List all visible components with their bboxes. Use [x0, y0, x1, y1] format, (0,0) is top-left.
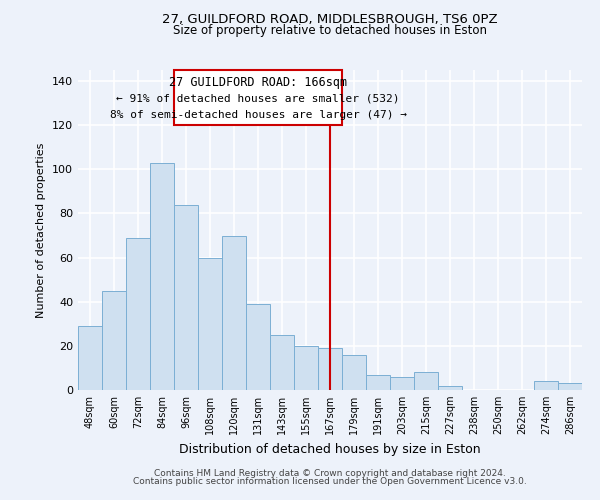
- Bar: [366, 374, 390, 390]
- Text: 27, GUILDFORD ROAD, MIDDLESBROUGH, TS6 0PZ: 27, GUILDFORD ROAD, MIDDLESBROUGH, TS6 0…: [162, 12, 498, 26]
- Bar: [438, 386, 462, 390]
- Bar: [270, 335, 294, 390]
- Bar: [318, 348, 342, 390]
- Bar: [390, 377, 414, 390]
- Text: Contains public sector information licensed under the Open Government Licence v3: Contains public sector information licen…: [133, 477, 527, 486]
- Bar: [102, 290, 126, 390]
- Bar: [414, 372, 438, 390]
- Bar: [534, 381, 558, 390]
- Bar: [558, 384, 582, 390]
- Text: 27 GUILDFORD ROAD: 166sqm: 27 GUILDFORD ROAD: 166sqm: [169, 76, 347, 88]
- FancyBboxPatch shape: [174, 70, 342, 125]
- Bar: [174, 204, 198, 390]
- Bar: [126, 238, 150, 390]
- Bar: [222, 236, 246, 390]
- Text: Contains HM Land Registry data © Crown copyright and database right 2024.: Contains HM Land Registry data © Crown c…: [154, 468, 506, 477]
- Text: ← 91% of detached houses are smaller (532): ← 91% of detached houses are smaller (53…: [116, 94, 400, 104]
- Bar: [294, 346, 318, 390]
- X-axis label: Distribution of detached houses by size in Eston: Distribution of detached houses by size …: [179, 442, 481, 456]
- Text: Size of property relative to detached houses in Eston: Size of property relative to detached ho…: [173, 24, 487, 37]
- Bar: [246, 304, 270, 390]
- Bar: [198, 258, 222, 390]
- Bar: [78, 326, 102, 390]
- Text: 8% of semi-detached houses are larger (47) →: 8% of semi-detached houses are larger (4…: [110, 110, 407, 120]
- Y-axis label: Number of detached properties: Number of detached properties: [37, 142, 46, 318]
- Bar: [342, 354, 366, 390]
- Bar: [150, 162, 174, 390]
